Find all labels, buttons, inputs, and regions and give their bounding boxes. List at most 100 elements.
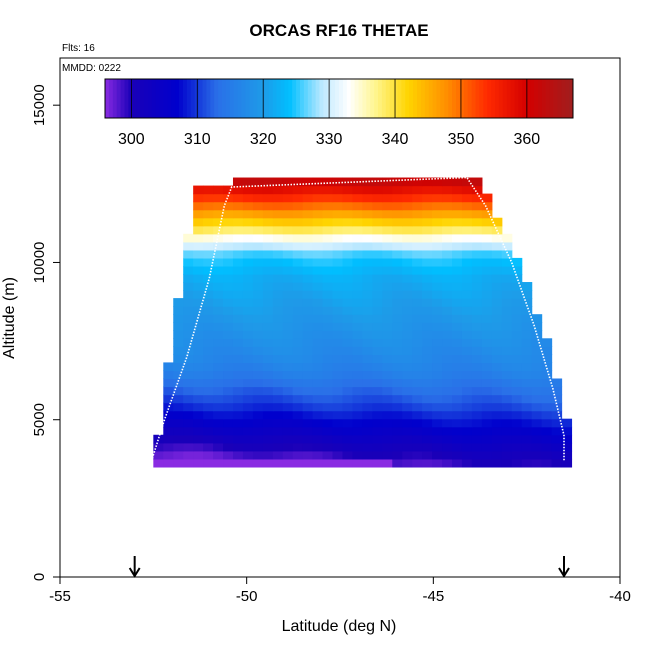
heatmap-cell <box>511 410 523 420</box>
heatmap-cell <box>412 306 423 315</box>
heatmap-cell <box>342 249 354 259</box>
heatmap-cell <box>183 402 194 412</box>
heatmap-cell <box>511 282 523 291</box>
heatmap-cell <box>481 201 493 211</box>
heatmap-cell <box>442 442 453 452</box>
heatmap-cell <box>491 265 503 275</box>
heatmap-cell <box>292 354 304 364</box>
heatmap-cell <box>213 233 224 243</box>
colorbar-swatch <box>105 79 110 118</box>
heatmap-cell <box>461 290 473 299</box>
heatmap-cell <box>213 298 224 307</box>
heatmap-cell <box>531 402 543 412</box>
heatmap-cell <box>262 418 274 428</box>
colorbar-swatch <box>436 79 441 118</box>
heatmap-cell <box>203 201 214 211</box>
colorbar-swatch <box>339 79 344 118</box>
heatmap-cell <box>173 426 184 436</box>
heatmap-cell <box>203 241 214 251</box>
heatmap-cell <box>163 434 174 444</box>
heatmap-cell <box>193 265 204 275</box>
heatmap-cell <box>163 370 174 380</box>
heatmap-cell <box>432 177 443 187</box>
heatmap-cell <box>452 378 463 388</box>
heatmap-cell <box>501 290 513 299</box>
heatmap-cell <box>432 402 443 412</box>
heatmap-cell <box>272 257 284 267</box>
heatmap-cell <box>392 177 403 187</box>
heatmap-cell <box>511 450 523 460</box>
heatmap-cell <box>412 450 423 460</box>
heatmap-cell <box>382 338 393 347</box>
heatmap-cell <box>282 217 294 227</box>
heatmap-cell <box>183 298 194 307</box>
colorbar-swatch <box>393 79 398 118</box>
colorbar-swatch <box>144 79 149 118</box>
heatmap-cell <box>432 394 443 404</box>
heatmap-cell <box>242 314 254 323</box>
colorbar-swatch <box>323 79 328 118</box>
heatmap-cell <box>412 370 423 380</box>
heatmap-cell <box>223 201 234 211</box>
heatmap-cell <box>322 193 334 203</box>
heatmap-cell <box>232 273 244 283</box>
heatmap-cell <box>452 330 463 339</box>
heatmap-cell <box>521 378 533 388</box>
heatmap-cell <box>412 201 423 211</box>
heatmap-cell <box>312 450 324 460</box>
heatmap-cell <box>232 249 244 259</box>
heatmap-cell <box>173 418 184 428</box>
heatmap-cell <box>452 426 463 436</box>
heatmap-cell <box>382 434 393 444</box>
colorbar-swatch <box>448 79 453 118</box>
heatmap-cell <box>412 442 423 452</box>
heatmap-cell <box>242 225 254 235</box>
heatmap-cell <box>432 265 443 275</box>
heatmap-cell <box>193 322 204 331</box>
heatmap-cell <box>302 362 314 372</box>
heatmap-cell <box>471 282 483 291</box>
heatmap-cell <box>382 249 393 259</box>
heatmap-cell <box>332 193 344 203</box>
heatmap-cell <box>223 233 234 243</box>
heatmap-cell <box>442 290 453 299</box>
heatmap-cell <box>272 378 284 388</box>
heatmap-cell <box>203 354 214 364</box>
heatmap-cell <box>322 442 334 452</box>
heatmap-cell <box>193 217 204 227</box>
heatmap-cell <box>223 257 234 267</box>
heatmap-cell <box>223 346 234 355</box>
heatmap-cell <box>442 322 453 331</box>
heatmap-cell <box>232 418 244 428</box>
heatmap-cell <box>203 378 214 388</box>
heatmap-cell <box>372 434 383 444</box>
heatmap-cell <box>491 402 503 412</box>
heatmap-cell <box>193 338 204 347</box>
heatmap-cell <box>452 450 463 460</box>
heatmap-cell <box>382 330 393 339</box>
heatmap-cell <box>352 346 363 355</box>
heatmap-cell <box>392 217 403 227</box>
heatmap-cell <box>262 177 274 187</box>
heatmap-cell <box>342 330 354 339</box>
colorbar-swatch <box>553 79 558 118</box>
heatmap-cell <box>382 193 393 203</box>
heatmap-cell <box>213 450 224 460</box>
heatmap-cell <box>372 426 383 436</box>
heatmap-cell <box>452 185 463 195</box>
heatmap-cell <box>461 322 473 331</box>
heatmap-cell <box>422 225 433 235</box>
heatmap-cell <box>432 386 443 396</box>
heatmap-cell <box>242 306 254 315</box>
heatmap-cell <box>272 418 284 428</box>
heatmap-cell <box>442 354 453 364</box>
heatmap-cell <box>193 257 204 267</box>
heatmap-cell <box>322 233 334 243</box>
heatmap-cell <box>481 386 493 396</box>
heatmap-cell <box>213 257 224 267</box>
heatmap-cell <box>362 225 373 235</box>
heatmap-cell <box>531 378 543 388</box>
heatmap-cell <box>362 201 373 211</box>
heatmap-cell <box>471 370 483 380</box>
heatmap-cell <box>203 442 214 452</box>
